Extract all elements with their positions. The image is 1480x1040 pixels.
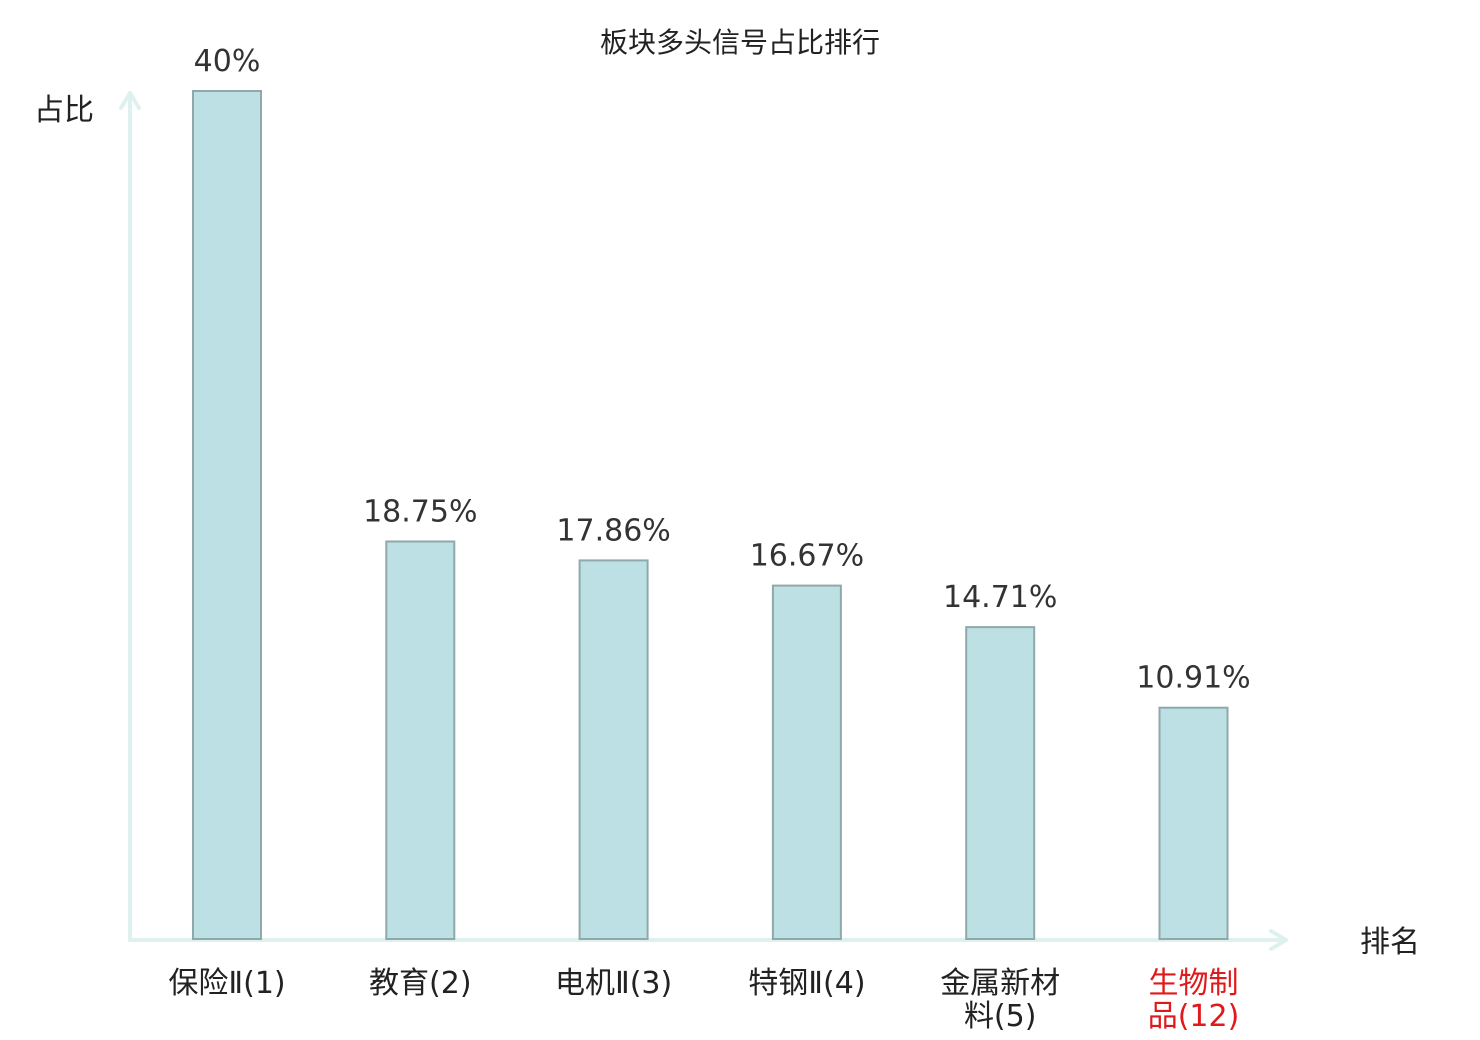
value-label-2: 18.75% <box>363 495 477 530</box>
tick-label-group: 保险Ⅱ(1) 教育(2) 电机Ⅱ(3) 特钢Ⅱ(4) 金属新材料(5) 生物制品(12) <box>168 966 1239 1034</box>
value-label-6: 10.91% <box>1136 661 1250 696</box>
x-tick-label-2: 教育(2) <box>369 966 472 1001</box>
bar-group <box>192 90 1229 941</box>
bar-2 <box>385 540 456 940</box>
value-label-3: 17.86% <box>556 513 670 548</box>
x-axis-label: 排名 <box>1360 925 1420 960</box>
bar-1 <box>192 90 262 940</box>
x-tick-label-4: 特钢Ⅱ(4) <box>748 966 865 1001</box>
bar-3 <box>578 559 649 941</box>
value-label-group: 40% 18.75% 17.86% 16.67% 14.71% 10.91% <box>194 44 1251 696</box>
value-label-4: 16.67% <box>750 539 864 574</box>
bar-5 <box>965 626 1036 940</box>
value-label-1: 40% <box>194 44 261 79</box>
x-axis-arrowhead <box>1269 929 1288 951</box>
x-tick-label-3: 电机Ⅱ(3) <box>555 966 672 1001</box>
y-axis-arrowhead <box>119 91 141 110</box>
x-tick-label-1: 保险Ⅱ(1) <box>168 966 285 1001</box>
y-axis-label: 占比 <box>34 93 94 128</box>
x-tick-label-6: 生物制品(12) <box>1148 966 1240 1034</box>
bar-4 <box>771 584 842 940</box>
x-tick-label-5: 金属新材料(5) <box>940 966 1060 1034</box>
bar-6 <box>1158 706 1229 941</box>
value-label-5: 14.71% <box>943 580 1057 615</box>
chart-title: 板块多头信号占比排行 <box>600 26 880 59</box>
